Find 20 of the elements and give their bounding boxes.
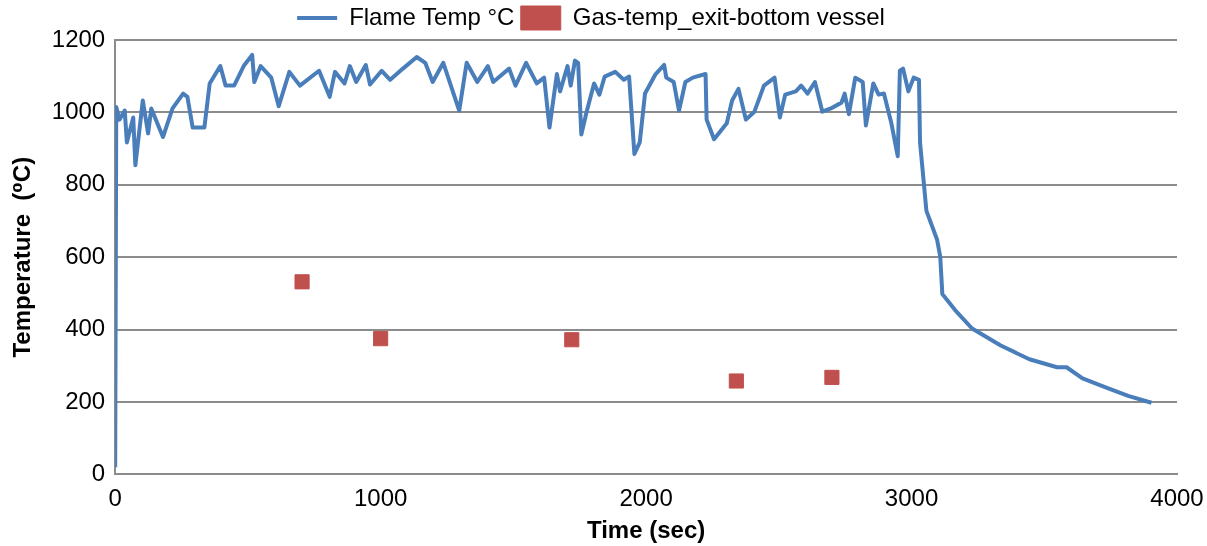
y-tick-label: 1000 [51, 97, 106, 125]
point [824, 369, 840, 385]
x-tick-label: 4000 [1150, 484, 1204, 512]
x-tick-label: 3000 [884, 484, 939, 512]
y-tick-label: 200 [65, 386, 106, 414]
point [373, 331, 389, 347]
y-axis-title: Temperature (⁰C) [8, 156, 36, 358]
x-tick-label: 1000 [353, 484, 408, 512]
y-tick-label: 600 [65, 241, 106, 269]
x-axis-title: Time (sec) [586, 516, 706, 544]
y-tick-label: 400 [65, 314, 106, 342]
x-tick-label: 2000 [619, 484, 673, 512]
y-tick-label: 800 [65, 169, 106, 197]
point [294, 274, 310, 290]
point [564, 332, 580, 348]
legend-label: Gas-temp_exit-bottom vessel [572, 2, 885, 30]
y-tick-label: 0 [91, 459, 106, 487]
y-tick-label: 1200 [51, 24, 106, 52]
point [728, 373, 744, 389]
legend-label: Flame Temp °C [349, 2, 515, 30]
